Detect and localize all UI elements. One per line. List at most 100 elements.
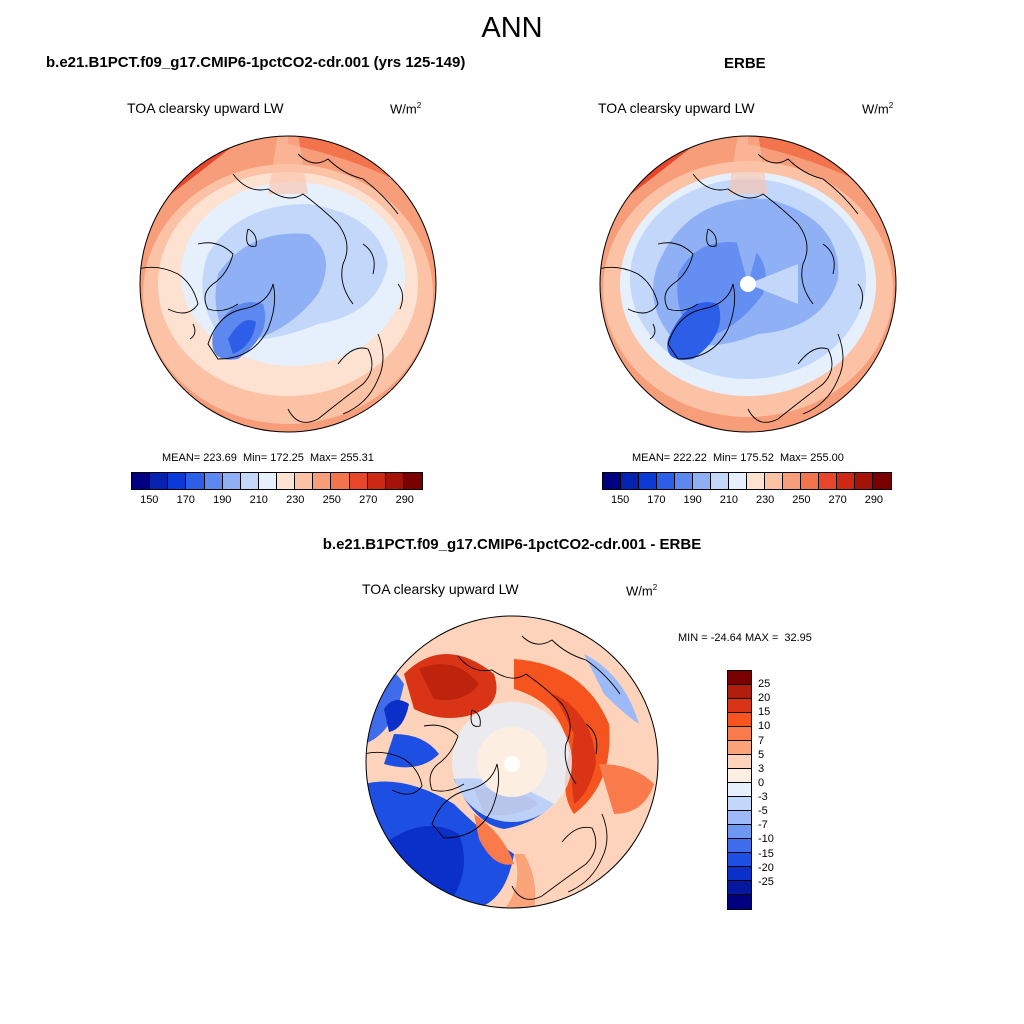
diff-panel-variable-title: TOA clearsky upward LW xyxy=(362,581,519,597)
panel-2-variable-title: TOA clearsky upward LW xyxy=(598,100,755,116)
colorbar-swatch xyxy=(295,473,314,489)
panel-2-colorbar xyxy=(602,472,892,490)
colorbar-swatch xyxy=(603,473,621,489)
colorbar-swatch xyxy=(186,473,205,489)
diff-panel-minmax: MIN = -24.64 MAX = 32.95 xyxy=(678,632,812,644)
colorbar-swatch xyxy=(367,473,386,489)
diff-colorbar-tick-label: 7 xyxy=(758,734,765,747)
panel-1-stats: MEAN= 223.69 Min= 172.25 Max= 255.31 xyxy=(162,452,374,464)
colorbar-tick-label: 210 xyxy=(249,494,268,506)
colorbar-swatch xyxy=(711,473,729,489)
colorbar-tick-label: 190 xyxy=(213,494,232,506)
colorbar-swatch xyxy=(837,473,855,489)
diff-colorbar-swatch xyxy=(728,839,751,853)
colorbar-tick-label: 270 xyxy=(359,494,378,506)
colorbar-tick-label: 150 xyxy=(140,494,159,506)
diff-colorbar-tick-label: 10 xyxy=(758,720,771,733)
colorbar-swatch xyxy=(747,473,765,489)
diff-colorbar-swatch xyxy=(728,811,751,825)
colorbar-tick-label: 250 xyxy=(792,494,811,506)
panel-2-stats: MEAN= 222.22 Min= 175.52 Max= 255.00 xyxy=(632,452,844,464)
diff-colorbar-swatch xyxy=(728,685,751,699)
diff-panel-polar-map xyxy=(365,615,659,909)
diff-colorbar-tick-label: -5 xyxy=(758,805,768,818)
diff-colorbar-swatch xyxy=(728,797,751,811)
panel-2-colorbar-ticks: 150 170 190 210 230 250 270 290 xyxy=(602,494,892,508)
colorbar-tick-label: 230 xyxy=(755,494,775,506)
colorbar-tick-label: 190 xyxy=(683,494,702,506)
panel-2-units: W/m2 xyxy=(862,101,894,117)
diff-colorbar-tick-label: 15 xyxy=(758,706,771,719)
panel-1-colorbar-ticks: 150 170 190 210 230 250 270 290 xyxy=(131,494,423,508)
colorbar-tick-label: 210 xyxy=(719,494,739,506)
colorbar-swatch xyxy=(132,473,151,489)
diff-colorbar-swatch xyxy=(728,867,751,881)
diff-colorbar-swatch xyxy=(728,727,751,741)
diff-colorbar-tick-label: -20 xyxy=(758,861,774,874)
diff-panel-title: b.e21.B1PCT.f09_g17.CMIP6-1pctCO2-cdr.00… xyxy=(322,536,702,553)
panel-1-polar-map xyxy=(139,135,437,433)
colorbar-swatch xyxy=(729,473,747,489)
diff-panel-units: W/m2 xyxy=(626,583,658,599)
panel-1-variable-title: TOA clearsky upward LW xyxy=(127,100,284,116)
colorbar-tick-label: 290 xyxy=(864,494,884,506)
colorbar-swatch xyxy=(783,473,801,489)
colorbar-swatch xyxy=(204,473,223,489)
diff-colorbar-tick-label: 0 xyxy=(758,776,765,789)
colorbar-swatch xyxy=(168,473,187,489)
diff-colorbar-swatch xyxy=(728,853,751,867)
panel-1-case-title: b.e21.B1PCT.f09_g17.CMIP6-1pctCO2-cdr.00… xyxy=(46,54,466,71)
colorbar-swatch xyxy=(349,473,368,489)
colorbar-swatch xyxy=(313,473,332,489)
diff-colorbar-swatch xyxy=(728,671,751,685)
diff-colorbar-swatch xyxy=(728,783,751,797)
colorbar-swatch xyxy=(150,473,169,489)
colorbar-tick-label: 170 xyxy=(647,494,666,506)
colorbar-tick-label: 170 xyxy=(176,494,195,506)
colorbar-tick-label: 250 xyxy=(322,494,341,506)
colorbar-swatch xyxy=(258,473,277,489)
diff-colorbar-swatch xyxy=(728,881,751,895)
colorbar-tick-label: 270 xyxy=(828,494,847,506)
panel-2-polar-map xyxy=(599,135,897,433)
panel-1-units: W/m2 xyxy=(390,101,422,117)
panel-1-colorbar xyxy=(131,472,423,490)
colorbar-swatch xyxy=(675,473,693,489)
diff-colorbar-tick-label: -15 xyxy=(758,847,774,860)
colorbar-swatch xyxy=(765,473,783,489)
diff-colorbar-tick-label: 3 xyxy=(758,762,765,775)
colorbar-swatch xyxy=(657,473,675,489)
diff-colorbar-swatch xyxy=(728,755,751,769)
colorbar-swatch xyxy=(873,473,891,489)
colorbar-swatch xyxy=(801,473,819,489)
diff-colorbar-swatch xyxy=(728,699,751,713)
diff-colorbar-swatch xyxy=(728,741,751,755)
colorbar-swatch xyxy=(222,473,241,489)
figure-title: ANN xyxy=(481,12,543,44)
colorbar-swatch xyxy=(639,473,657,489)
diff-colorbar-swatch xyxy=(728,769,751,783)
colorbar-tick-label: 290 xyxy=(395,494,414,506)
colorbar-swatch xyxy=(693,473,711,489)
colorbar-swatch xyxy=(621,473,639,489)
diff-colorbar-tick-label: -10 xyxy=(758,833,774,846)
diff-colorbar-tick-label: 25 xyxy=(758,678,771,691)
panel-2-case-title: ERBE xyxy=(724,55,766,72)
diff-colorbar-swatch xyxy=(728,825,751,839)
colorbar-swatch xyxy=(240,473,259,489)
diff-colorbar xyxy=(727,670,752,910)
colorbar-swatch xyxy=(403,473,422,489)
diff-colorbar-tick-label: -3 xyxy=(758,791,768,804)
colorbar-swatch xyxy=(277,473,296,489)
colorbar-tick-label: 230 xyxy=(286,494,305,506)
diff-colorbar-tick-label: -25 xyxy=(758,875,774,888)
diff-colorbar-tick-label: 5 xyxy=(758,748,765,761)
colorbar-tick-label: 150 xyxy=(610,494,630,506)
diff-colorbar-swatch xyxy=(728,713,751,727)
diff-colorbar-ticks: 25 20 15 10 7 5 3 0 -3 -5 -7 -10 -15 -20 -25 xyxy=(758,670,798,910)
colorbar-swatch xyxy=(819,473,837,489)
colorbar-swatch xyxy=(855,473,873,489)
colorbar-swatch xyxy=(385,473,404,489)
colorbar-swatch xyxy=(331,473,350,489)
diff-colorbar-swatch xyxy=(728,895,751,909)
